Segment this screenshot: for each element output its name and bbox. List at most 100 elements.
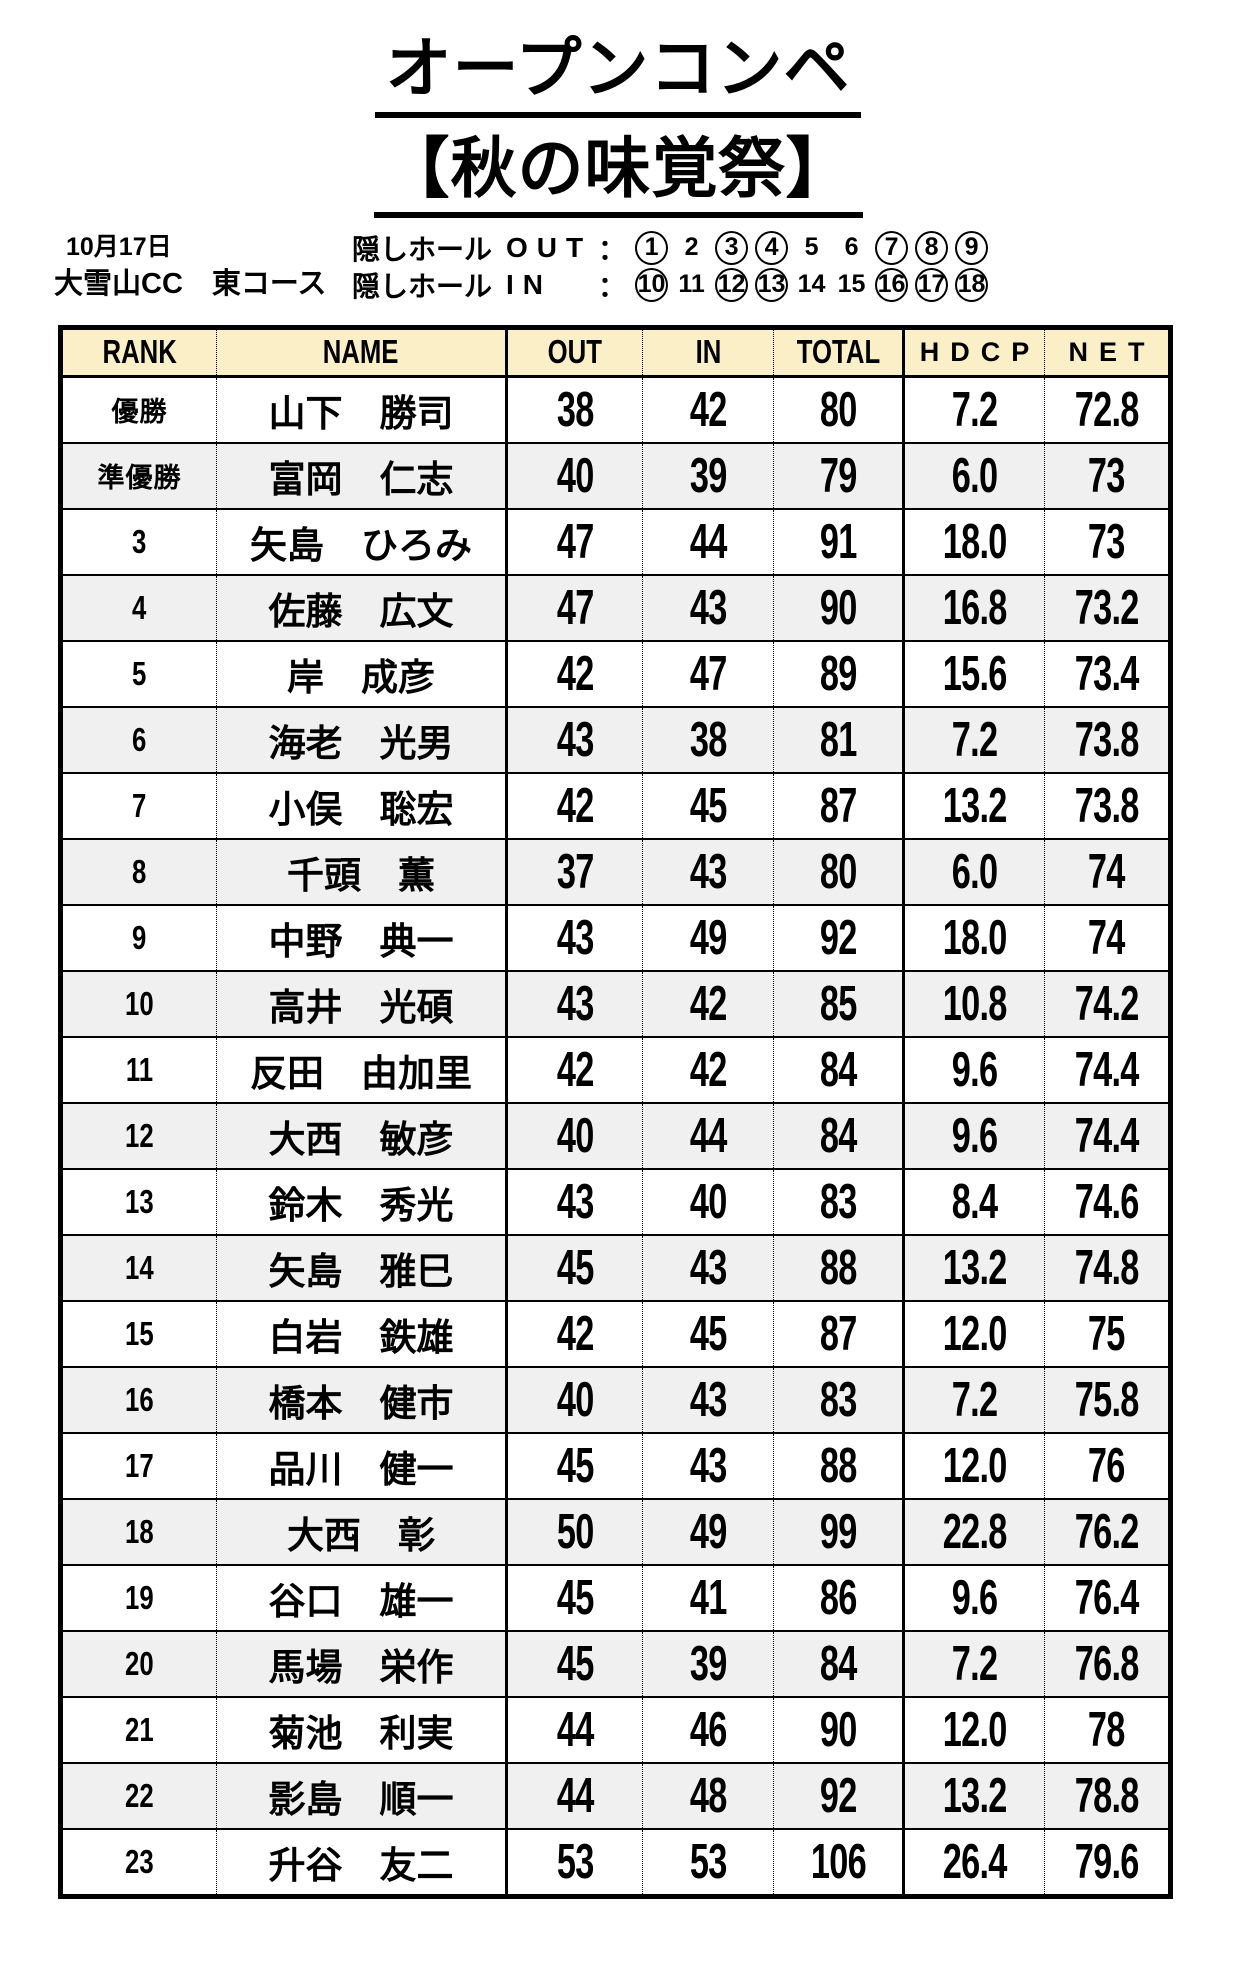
total-cell: 84 xyxy=(773,1035,904,1103)
total-cell-value: 79 xyxy=(819,448,857,503)
net-cell: 79.6 xyxy=(1044,1827,1171,1897)
name-cell-value: 谷口 雄一 xyxy=(268,1580,454,1622)
col-header-out: OUT xyxy=(505,327,643,378)
net-cell-value: 73.8 xyxy=(1074,712,1140,767)
total-cell: 84 xyxy=(773,1629,904,1697)
out-cell: 53 xyxy=(505,1827,643,1897)
rank-cell-value: 7 xyxy=(132,786,147,824)
total-cell-value: 84 xyxy=(819,1042,857,1097)
rank-cell-value: 9 xyxy=(132,918,147,956)
hdcp-cell: 7.2 xyxy=(902,705,1045,773)
name-cell: 菊池 利実 xyxy=(216,1695,507,1763)
total-cell: 80 xyxy=(773,837,904,905)
net-cell: 73.2 xyxy=(1044,573,1171,641)
rank-cell-value: 14 xyxy=(125,1248,154,1286)
in-cell-value: 39 xyxy=(689,1636,727,1691)
rank-cell: 5 xyxy=(60,639,217,707)
hidden-hole-number-circled: 7 xyxy=(875,230,909,265)
out-cell-value: 45 xyxy=(556,1570,594,1625)
name-cell-value: 岸 成彦 xyxy=(287,656,435,698)
rank-cell: 4 xyxy=(60,573,217,641)
total-cell-value: 99 xyxy=(819,1504,857,1559)
hdcp-cell: 9.6 xyxy=(902,1035,1045,1103)
out-cell-value: 53 xyxy=(556,1834,594,1889)
hdcp-cell-value: 7.2 xyxy=(951,712,998,767)
in-cell-value: 38 xyxy=(689,712,727,767)
hdcp-cell: 12.0 xyxy=(902,1431,1045,1499)
out-cell-value: 50 xyxy=(556,1504,594,1559)
hdcp-cell-value: 6.0 xyxy=(951,844,998,899)
hole-number: 11 xyxy=(678,270,705,299)
total-cell-value: 87 xyxy=(819,1306,857,1361)
hdcp-cell-value: 13.2 xyxy=(942,1768,1008,1823)
hdcp-cell-value: 10.8 xyxy=(942,976,1008,1031)
net-cell: 73 xyxy=(1044,507,1171,575)
net-cell: 72.8 xyxy=(1044,375,1171,443)
out-cell: 42 xyxy=(505,1035,643,1103)
rank-cell-value: 準優勝 xyxy=(97,463,182,494)
hidden-hole-number-circled: 12 xyxy=(715,267,749,302)
in-cell-value: 47 xyxy=(689,646,727,701)
total-cell: 84 xyxy=(773,1101,904,1169)
net-cell: 76.8 xyxy=(1044,1629,1171,1697)
table-row: 20 馬場 栄作 45 39 84 7.2 76.8 xyxy=(60,1629,1171,1697)
rank-cell-value: 13 xyxy=(125,1182,154,1220)
in-cell-value: 53 xyxy=(689,1834,727,1889)
table-row: 7 小俣 聡宏 42 45 87 13.2 73.8 xyxy=(60,771,1171,839)
total-cell-value: 88 xyxy=(819,1240,857,1295)
hidden-holes-in-row: 隠しホール IN ： 10 11 12 13 14 15 16 17 18 xyxy=(352,267,989,303)
header-row: RANK NAME OUT IN TOTAL HDCP NET xyxy=(60,327,1171,378)
col-header-in: IN xyxy=(642,327,774,378)
total-cell: 81 xyxy=(773,705,904,773)
out-cell: 37 xyxy=(505,837,643,905)
hdcp-cell: 16.8 xyxy=(902,573,1045,641)
rank-cell: 10 xyxy=(60,969,217,1037)
name-cell: 升谷 友二 xyxy=(216,1827,507,1897)
table-row: 13 鈴木 秀光 43 40 83 8.4 74.6 xyxy=(60,1167,1171,1235)
rank-cell: 13 xyxy=(60,1167,217,1235)
net-cell: 73.4 xyxy=(1044,639,1171,707)
net-cell: 75.8 xyxy=(1044,1365,1171,1433)
hdcp-cell-value: 18.0 xyxy=(942,514,1008,569)
name-cell-value: 佐藤 広文 xyxy=(268,590,454,632)
in-cell-value: 49 xyxy=(689,1504,727,1559)
hdcp-cell-value: 18.0 xyxy=(942,910,1008,965)
net-cell: 76.2 xyxy=(1044,1497,1171,1565)
table-row: 準優勝 富岡 仁志 40 39 79 6.0 73 xyxy=(60,441,1171,509)
out-cell-value: 45 xyxy=(556,1438,594,1493)
rank-cell: 22 xyxy=(60,1761,217,1829)
in-cell: 40 xyxy=(642,1167,774,1235)
rank-cell: 17 xyxy=(60,1431,217,1499)
net-cell-value: 73.8 xyxy=(1074,778,1140,833)
in-cell-value: 42 xyxy=(689,382,727,437)
out-cell-value: 38 xyxy=(556,382,594,437)
table-row: 9 中野 典一 43 49 92 18.0 74 xyxy=(60,903,1171,971)
total-cell: 99 xyxy=(773,1497,904,1565)
hdcp-cell: 9.6 xyxy=(902,1563,1045,1631)
total-cell-value: 83 xyxy=(819,1372,857,1427)
total-cell: 92 xyxy=(773,1761,904,1829)
name-cell: 鈴木 秀光 xyxy=(216,1167,507,1235)
hdcp-cell-value: 13.2 xyxy=(942,1240,1008,1295)
hole-number: 15 xyxy=(837,270,866,299)
name-cell-value: 高井 光碩 xyxy=(268,986,454,1028)
out-cell-value: 40 xyxy=(556,1108,594,1163)
net-cell-value: 74.6 xyxy=(1074,1174,1140,1229)
hdcp-cell: 18.0 xyxy=(902,507,1045,575)
hidden-hole-number-circled: 16 xyxy=(875,267,909,302)
table-row: 17 品川 健一 45 43 88 12.0 76 xyxy=(60,1431,1171,1499)
out-cell-value: 43 xyxy=(556,910,594,965)
total-cell-value: 84 xyxy=(819,1636,857,1691)
name-cell: 馬場 栄作 xyxy=(216,1629,507,1697)
hdcp-cell-value: 15.6 xyxy=(942,646,1008,701)
rank-cell-value: 16 xyxy=(125,1380,154,1418)
hdcp-cell: 7.2 xyxy=(902,1365,1045,1433)
hidden-hole-number-circled: 4 xyxy=(755,230,789,265)
in-cell: 43 xyxy=(642,837,774,905)
in-cell: 41 xyxy=(642,1563,774,1631)
name-cell: 影島 順一 xyxy=(216,1761,507,1829)
col-header-hdcp-label: HDCP xyxy=(919,336,1041,367)
hdcp-cell: 12.0 xyxy=(902,1695,1045,1763)
hole-number: 6 xyxy=(844,233,859,262)
